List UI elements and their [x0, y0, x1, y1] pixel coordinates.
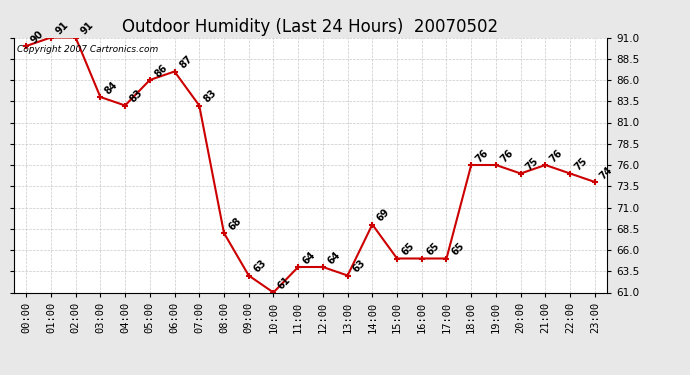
Text: 68: 68	[227, 216, 244, 232]
Text: 69: 69	[375, 207, 392, 224]
Text: 84: 84	[103, 80, 120, 96]
Text: 76: 76	[474, 148, 491, 164]
Text: 65: 65	[424, 241, 441, 258]
Text: 91: 91	[54, 20, 70, 37]
Text: 75: 75	[573, 156, 589, 173]
Title: Outdoor Humidity (Last 24 Hours)  20070502: Outdoor Humidity (Last 24 Hours) 2007050…	[122, 18, 499, 36]
Text: 83: 83	[128, 88, 144, 105]
Text: 63: 63	[251, 258, 268, 275]
Text: 65: 65	[449, 241, 466, 258]
Text: 76: 76	[548, 148, 565, 164]
Text: 83: 83	[202, 88, 219, 105]
Text: 91: 91	[79, 20, 95, 37]
Text: 64: 64	[301, 250, 317, 266]
Text: 90: 90	[29, 28, 46, 45]
Text: 74: 74	[598, 165, 614, 181]
Text: 63: 63	[351, 258, 367, 275]
Text: 76: 76	[499, 148, 515, 164]
Text: 61: 61	[276, 275, 293, 292]
Text: 86: 86	[152, 63, 169, 79]
Text: Copyright 2007 Cartronics.com: Copyright 2007 Cartronics.com	[17, 45, 158, 54]
Text: 64: 64	[326, 250, 342, 266]
Text: 75: 75	[524, 156, 540, 173]
Text: 87: 87	[177, 54, 194, 71]
Text: 65: 65	[400, 241, 417, 258]
